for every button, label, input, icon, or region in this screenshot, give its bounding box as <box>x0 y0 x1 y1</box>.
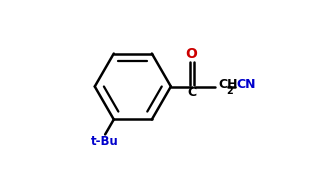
Text: CN: CN <box>236 78 256 91</box>
Text: t-Bu: t-Bu <box>91 135 119 148</box>
Text: O: O <box>186 47 198 61</box>
Text: CH: CH <box>218 78 238 91</box>
Text: C: C <box>187 86 196 99</box>
Text: 2: 2 <box>226 86 233 96</box>
